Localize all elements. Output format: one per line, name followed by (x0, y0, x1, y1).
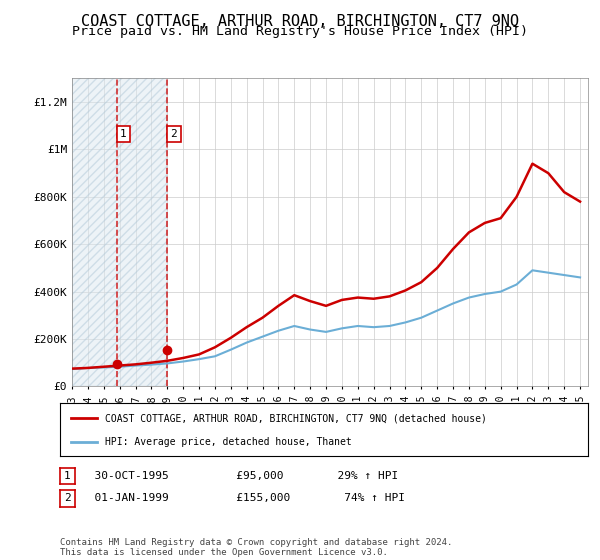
Text: 2: 2 (170, 129, 177, 139)
Text: 30-OCT-1995          £95,000        29% ↑ HPI: 30-OCT-1995 £95,000 29% ↑ HPI (81, 471, 398, 481)
Text: COAST COTTAGE, ARTHUR ROAD, BIRCHINGTON, CT7 9NQ: COAST COTTAGE, ARTHUR ROAD, BIRCHINGTON,… (81, 14, 519, 29)
Bar (72, 78, 167, 386)
Text: COAST COTTAGE, ARTHUR ROAD, BIRCHINGTON, CT7 9NQ (detached house): COAST COTTAGE, ARTHUR ROAD, BIRCHINGTON,… (105, 413, 487, 423)
Text: 2: 2 (64, 493, 71, 503)
Text: Contains HM Land Registry data © Crown copyright and database right 2024.
This d: Contains HM Land Registry data © Crown c… (60, 538, 452, 557)
Text: 1: 1 (64, 471, 71, 481)
Text: 1: 1 (120, 129, 127, 139)
Text: Price paid vs. HM Land Registry's House Price Index (HPI): Price paid vs. HM Land Registry's House … (72, 25, 528, 38)
Text: 01-JAN-1999          £155,000        74% ↑ HPI: 01-JAN-1999 £155,000 74% ↑ HPI (81, 493, 405, 503)
Text: HPI: Average price, detached house, Thanet: HPI: Average price, detached house, Than… (105, 436, 352, 446)
